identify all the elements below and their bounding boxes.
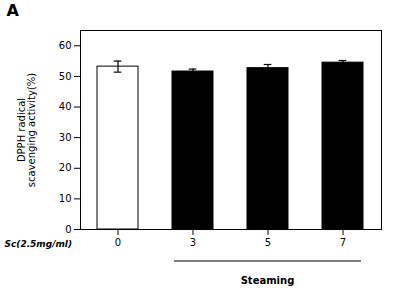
svg-text:Sc(2.5mg/ml): Sc(2.5mg/ml) xyxy=(5,239,73,249)
svg-text:Steaming: Steaming xyxy=(241,275,295,286)
svg-text:30: 30 xyxy=(59,132,72,143)
svg-text:7: 7 xyxy=(340,237,346,248)
svg-text:5: 5 xyxy=(265,237,271,248)
svg-text:0: 0 xyxy=(115,237,121,248)
svg-text:20: 20 xyxy=(59,162,72,173)
svg-text:DPPH radicalscavenging activit: DPPH radicalscavenging activity(%) xyxy=(16,73,37,187)
svg-text:3: 3 xyxy=(190,237,196,248)
svg-text:A: A xyxy=(7,1,20,20)
svg-text:0: 0 xyxy=(65,224,71,235)
svg-text:50: 50 xyxy=(59,71,72,82)
svg-text:60: 60 xyxy=(59,40,72,51)
svg-text:40: 40 xyxy=(59,101,72,112)
svg-text:10: 10 xyxy=(59,193,72,204)
